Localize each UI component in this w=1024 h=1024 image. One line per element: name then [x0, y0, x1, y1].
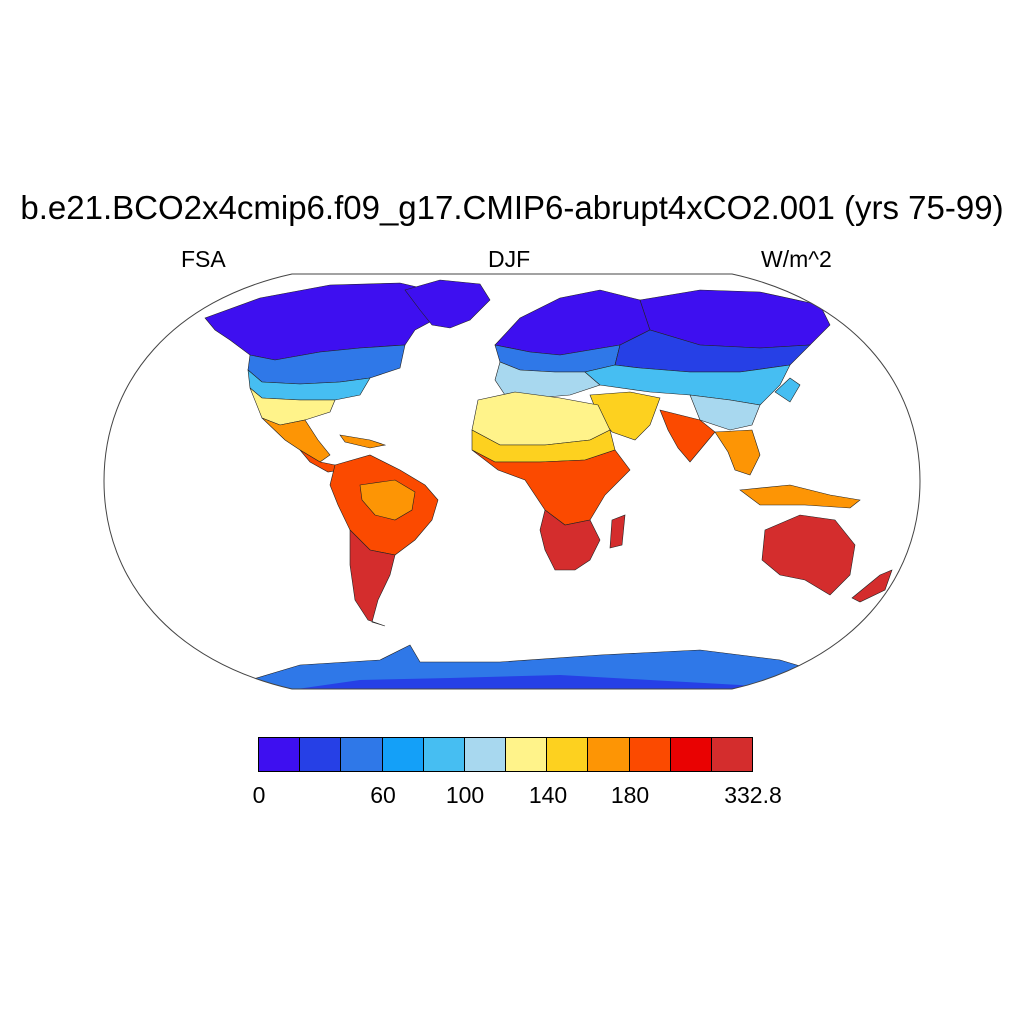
map-title: b.e21.BCO2x4cmip6.f09_g17.CMIP6-abrupt4x…: [20, 189, 1004, 226]
madagascar: [609, 514, 626, 549]
greenland: [404, 279, 491, 329]
south-america-south: [349, 529, 396, 627]
colorbar-box: [259, 738, 301, 771]
colorbar-tick-label: 180: [610, 782, 650, 808]
africa-south: [539, 509, 601, 571]
colorbar-box: [341, 738, 383, 771]
variable-label: FSA: [181, 246, 226, 272]
colorbar-box: [382, 738, 424, 771]
australia: [761, 514, 856, 596]
north-america-arctic: [204, 282, 481, 361]
colorbar-box: [711, 738, 753, 771]
colorbar-tick-label: 140: [528, 782, 568, 808]
colorbar-box: [506, 738, 548, 771]
colorbar-box: [423, 738, 465, 771]
colorbar-box: [300, 738, 342, 771]
africa-central: [471, 449, 631, 526]
antarctica-interior: [290, 675, 800, 689]
colorbar-tick-label: 0: [252, 782, 266, 808]
antarctica: [249, 644, 831, 689]
colorbar-box: [670, 738, 712, 771]
colorbar-box: [547, 738, 589, 771]
mexico: [261, 417, 331, 463]
japan: [774, 377, 801, 403]
india: [659, 409, 716, 463]
season-label: DJF: [488, 246, 531, 272]
europe-south: [494, 361, 601, 399]
caribbean: [339, 434, 387, 449]
africa-north: [471, 391, 611, 446]
colorbar-tick-label: 100: [445, 782, 485, 808]
south-america-brazil: [359, 479, 416, 521]
units-label: W/m^2: [761, 246, 832, 272]
colorbar-tick-label: 332.8: [724, 782, 782, 808]
indonesia: [739, 484, 861, 509]
southeast-asia: [714, 429, 761, 476]
map-boundary: [103, 273, 921, 690]
colorbar: [258, 737, 753, 772]
colorbar-box: [464, 738, 507, 771]
colorbar-box: [588, 738, 630, 771]
colorbar-box: [629, 738, 671, 771]
colorbar-tick-label: 60: [370, 782, 396, 808]
new-zealand: [851, 569, 893, 603]
